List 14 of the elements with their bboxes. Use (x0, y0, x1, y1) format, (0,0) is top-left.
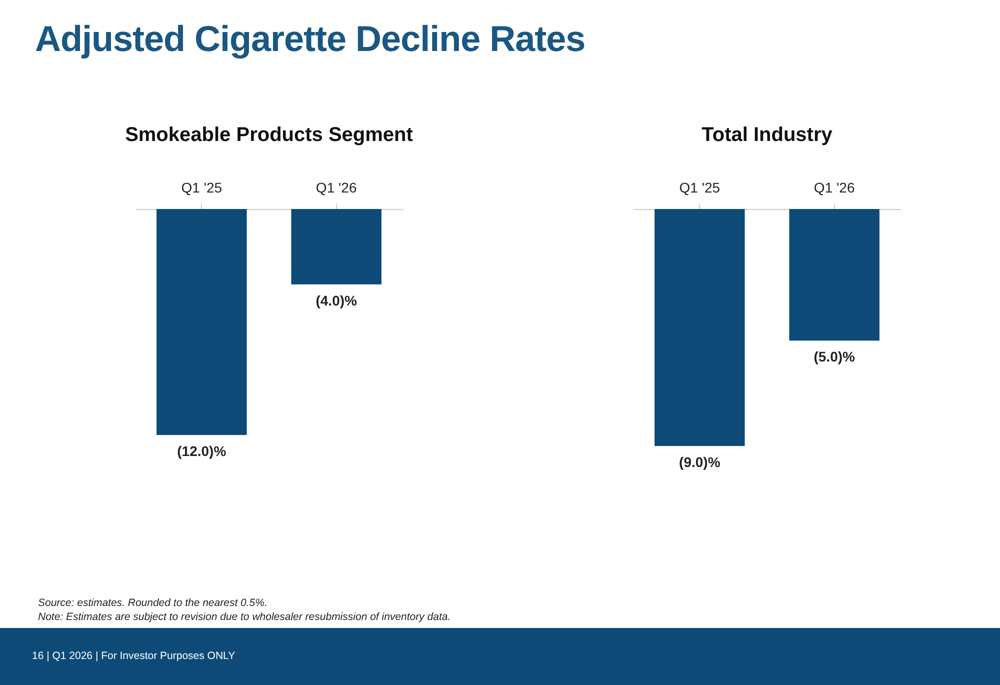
chart-subtitle: Smokeable Products Segment (125, 124, 414, 146)
data-label: (9.0)% (679, 454, 721, 470)
data-label: (12.0)% (177, 443, 227, 459)
data-label: (5.0)% (814, 348, 856, 365)
x-tick-label: Q1 '26 (814, 180, 855, 196)
text: Note: Estimates are subject to revision due to wholesaler resubmission of inventory data. (38, 610, 451, 624)
x-tick-label: Q1 '25 (679, 180, 720, 196)
source-note: Source: estimates. Rounded to the nearest 0.5%. (38, 596, 268, 610)
text: 16 | Q1 2026 | For Investor Purposes ONLY (32, 650, 236, 662)
chart-title: Adjusted Cigarette Decline Rates (35, 18, 586, 60)
x-tick-label: Q1 '25 (181, 180, 222, 196)
x-tick-label: Q1 '26 (316, 180, 357, 196)
chart-title: Total Industry (702, 124, 834, 146)
data-label: (4.0)% (316, 292, 358, 308)
